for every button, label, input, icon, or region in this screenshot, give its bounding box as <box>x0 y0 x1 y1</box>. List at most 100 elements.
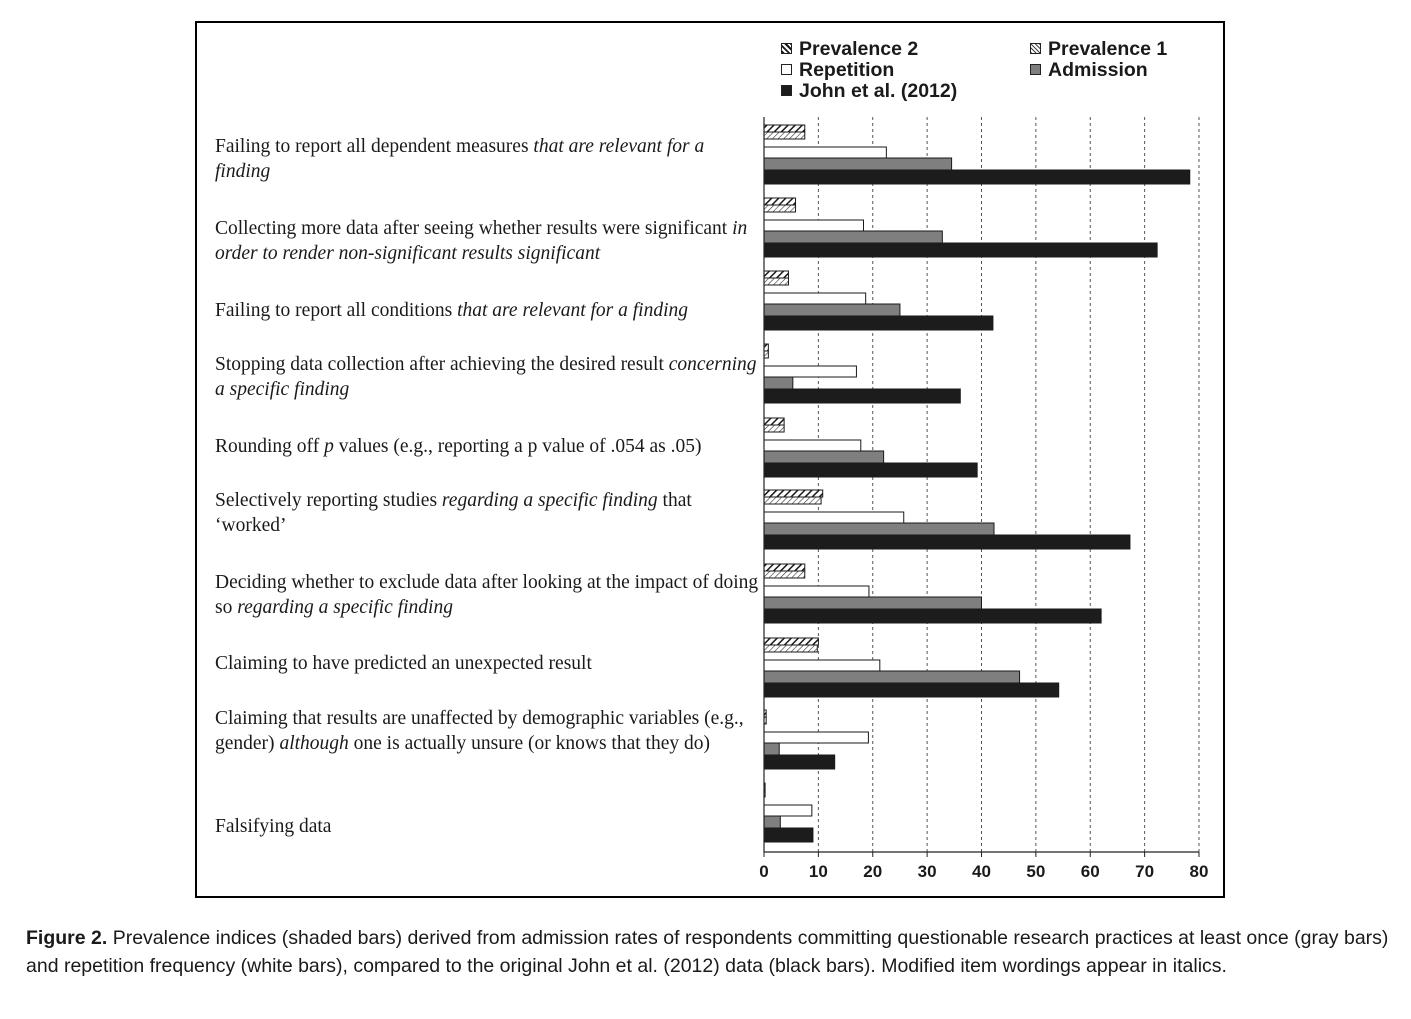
bar-repetition-6 <box>763 585 870 598</box>
category-label-5-part-2: that ‘worked’ <box>215 490 692 536</box>
bar-prevalence-2-4 <box>763 417 785 426</box>
bar-john-et-al-2012--0 <box>763 169 1191 185</box>
bar-prevalence-2-2 <box>763 270 789 279</box>
bar-prevalence-1-0 <box>763 131 806 140</box>
bar-repetition-0 <box>763 146 887 159</box>
x-tick-label-70: 70 <box>1135 862 1154 881</box>
category-label-0-part-1: that are relevant for a finding <box>215 136 705 182</box>
category-label-8-part-1: although <box>279 733 349 754</box>
legend-swatch-icon <box>781 64 792 75</box>
x-tick-label-40: 40 <box>972 862 991 881</box>
bar-admission-8 <box>763 742 780 756</box>
category-label-9-part-0: Falsifying data <box>215 816 332 837</box>
legend-swatch-icon <box>781 85 792 96</box>
category-label-9: Falsifying data <box>215 814 760 839</box>
category-label-5: Selectively reporting studies regarding … <box>215 488 760 538</box>
category-label-2: Failing to report all conditions that ar… <box>215 298 760 323</box>
category-label-4-part-1: p <box>324 436 334 457</box>
bar-john-et-al-2012--1 <box>763 242 1158 258</box>
category-label-2-part-1: that are relevant for a finding <box>457 300 688 321</box>
bar-repetition-9 <box>763 804 813 817</box>
bar-admission-2 <box>763 303 901 317</box>
legend-swatch-icon <box>1030 64 1041 75</box>
bar-repetition-4 <box>763 439 862 452</box>
x-tick-label-10: 10 <box>809 862 828 881</box>
category-label-6-part-1: regarding a specific finding <box>237 597 453 618</box>
bar-prevalence-1-2 <box>763 277 789 286</box>
category-label-8-part-0: Claiming that results are unaffected by … <box>215 708 744 754</box>
category-label-7: Claiming to have predicted an unexpected… <box>215 651 760 676</box>
legend-item-prevalence-2: Prevalence 2 <box>781 39 918 60</box>
bar-repetition-7 <box>763 659 881 672</box>
legend-label: John et al. (2012) <box>799 80 958 102</box>
category-label-1: Collecting more data after seeing whethe… <box>215 216 760 266</box>
legend-label: Prevalence 1 <box>1048 38 1168 60</box>
category-label-2-part-0: Failing to report all conditions <box>215 300 458 321</box>
legend-item-john-et-al-2012-: John et al. (2012) <box>781 81 957 102</box>
bar-prevalence-1-7 <box>763 644 818 653</box>
bar-prevalence-1-6 <box>763 570 806 579</box>
x-axis: 0 10 20 30 40 50 60 70 80 <box>759 117 1208 881</box>
figure-caption: Figure 2. Prevalence indices (shaded bar… <box>26 924 1398 980</box>
bar-admission-1 <box>763 230 943 244</box>
bar-prevalence-1-3 <box>763 350 769 359</box>
caption-label: Figure 2. <box>26 927 108 949</box>
bar-john-et-al-2012--9 <box>763 827 814 843</box>
x-tick-label-20: 20 <box>863 862 882 881</box>
bars <box>763 124 1191 843</box>
legend-label: Repetition <box>799 59 895 81</box>
bar-admission-7 <box>763 670 1021 684</box>
category-label-8: Claiming that results are unaffected by … <box>215 706 760 756</box>
bar-admission-9 <box>763 815 781 829</box>
bar-john-et-al-2012--2 <box>763 315 994 331</box>
category-label-7-part-0: Claiming to have predicted an unexpected… <box>215 653 592 674</box>
bar-repetition-3 <box>763 365 857 378</box>
category-label-0: Failing to report all dependent measures… <box>215 134 760 184</box>
category-label-5-part-0: Selectively reporting studies <box>215 490 442 511</box>
legend-item-prevalence-1: Prevalence 1 <box>1030 39 1167 60</box>
category-label-8-part-2: one is actually unsure (or knows that th… <box>348 733 710 754</box>
legend-label: Prevalence 2 <box>799 38 919 60</box>
category-label-5-part-1: regarding a specific finding <box>441 490 658 511</box>
chart-frame <box>195 21 1225 898</box>
x-tick-label-0: 0 <box>759 862 768 881</box>
legend-item-repetition: Repetition <box>781 60 894 81</box>
bar-john-et-al-2012--4 <box>763 462 978 478</box>
category-label-1-part-0: Collecting more data after seeing whethe… <box>215 218 733 239</box>
x-tick-label-60: 60 <box>1081 862 1100 881</box>
x-tick-label-50: 50 <box>1026 862 1045 881</box>
bar-prevalence-2-0 <box>763 124 806 133</box>
bar-john-et-al-2012--3 <box>763 388 961 404</box>
category-label-6-part-0: Deciding whether to exclude data after l… <box>215 572 759 618</box>
bar-prevalence-2-7 <box>763 637 819 646</box>
category-label-4: Rounding off p values (e.g., reporting a… <box>215 434 760 459</box>
x-tick-label-30: 30 <box>918 862 937 881</box>
bar-admission-6 <box>763 596 982 610</box>
bar-john-et-al-2012--8 <box>763 754 836 770</box>
x-tick-label-80: 80 <box>1190 862 1209 881</box>
category-label-4-part-0: Rounding off <box>215 436 325 457</box>
bar-prevalence-1-5 <box>763 496 822 505</box>
category-label-6: Deciding whether to exclude data after l… <box>215 570 760 620</box>
bar-prevalence-2-3 <box>763 343 769 352</box>
legend-item-admission: Admission <box>1030 60 1148 81</box>
bar-repetition-2 <box>763 292 867 305</box>
category-label-4-part-2: values (e.g., reporting a p value of .05… <box>333 436 702 457</box>
gridlines <box>817 117 1200 852</box>
category-label-3-part-0: Stopping data collection after achieving… <box>215 354 669 375</box>
bar-admission-3 <box>763 376 794 390</box>
bar-john-et-al-2012--6 <box>763 608 1102 624</box>
bar-admission-4 <box>763 450 885 464</box>
legend-swatch-icon <box>781 43 792 54</box>
caption-text: Prevalence indices (shaded bars) derived… <box>26 927 1389 977</box>
category-label-3-part-1: concerning a specific finding <box>215 354 757 400</box>
bar-prevalence-1-1 <box>763 204 797 213</box>
bar-prevalence-2-1 <box>763 197 797 206</box>
bar-admission-0 <box>763 157 953 171</box>
bar-repetition-5 <box>763 511 905 524</box>
bar-prevalence-2-6 <box>763 563 806 572</box>
bar-john-et-al-2012--5 <box>763 534 1131 550</box>
category-label-3: Stopping data collection after achieving… <box>215 352 760 402</box>
legend-swatch-icon <box>1030 43 1041 54</box>
